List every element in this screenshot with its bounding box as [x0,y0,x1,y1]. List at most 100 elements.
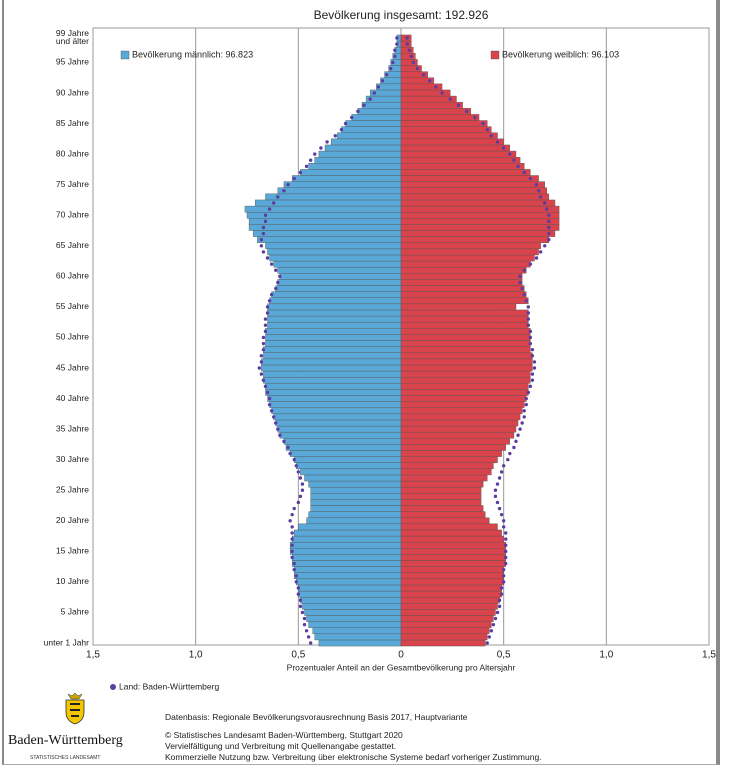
reference-dot [278,433,282,437]
bar [265,340,402,347]
bar [400,364,533,372]
reference-dot [259,237,264,242]
bar [400,456,498,463]
bar [400,389,529,396]
reference-dot [333,134,337,138]
bar [267,321,402,329]
bar [273,260,402,268]
bar [400,395,527,402]
reference-dot [294,580,298,584]
bar [308,511,402,518]
bar [273,413,402,421]
y-tick-label: 55 Jahre [56,301,89,311]
reference-dot [304,164,309,169]
bar [400,615,494,622]
bar [400,126,492,133]
y-tick-label: 20 Jahre [56,515,89,525]
reference-dot [421,72,426,77]
reference-dot [300,610,305,615]
bar [294,456,402,463]
bar [337,132,402,140]
bar [400,266,527,274]
reference-dot [532,360,537,364]
x-tick-label: 1,0 [599,650,613,661]
x-tick-label: 0 [398,650,404,661]
bar [400,297,529,305]
bar [302,603,402,610]
bar [400,199,556,207]
bar [400,108,472,115]
bar [269,254,402,262]
bar [400,438,511,445]
reference-dot [339,127,344,132]
bar [271,291,402,298]
y-tick-label: 5 Jahre [61,607,90,617]
bar [400,450,502,457]
bar [400,273,523,280]
reference-dot [343,121,348,126]
reference-dot [290,512,294,517]
y-tick-label: 75 Jahre [56,179,89,189]
reference-dot [518,280,522,285]
reference-dot [350,115,354,120]
reference-dot [522,170,526,175]
reference-dot [491,622,496,627]
bar [271,407,402,415]
bar [400,328,531,335]
reference-dot [428,79,432,83]
bar [263,346,402,353]
x-axis-label: Prozentualer Anteil an der Gesamtbevölke… [287,662,516,672]
bar [400,541,506,549]
reference-dot [547,213,551,217]
reference-dot [405,36,409,40]
bar [400,474,488,482]
reference-dot [296,586,301,590]
bar [400,181,545,188]
reference-dot [534,256,539,260]
bar [400,248,539,256]
bar [400,279,523,286]
reference-dot [282,439,286,444]
bar [283,181,402,188]
bar [400,486,482,494]
bar [400,205,560,213]
reference-dot [325,140,329,144]
reference-dot [520,286,524,291]
bar [400,163,525,170]
bar [400,578,504,586]
bar [400,529,502,537]
reference-dot [294,574,298,578]
reference-dot [516,433,520,437]
bar [400,144,511,152]
bar [400,291,527,298]
bar [400,175,539,182]
reference-dot [393,54,397,59]
reference-dot [292,567,296,572]
reference-dot [440,91,444,95]
reference-dot [530,347,535,352]
reference-dot [296,500,301,505]
reference-dot [487,635,491,639]
reference-dot [522,409,526,413]
reference-dot [286,445,290,450]
reference-dot [497,476,502,480]
bar [400,285,525,292]
reference-dot [497,506,502,511]
reference-dot [319,146,323,150]
bar [277,425,402,433]
legend-label: Bevölkerung weiblich: 96.103 [502,49,619,59]
bar [291,560,402,567]
reference-dot [530,354,535,358]
bar [345,120,402,127]
reference-dot [524,402,528,407]
bar [400,101,463,109]
bar [341,126,402,133]
reference-dot [524,299,528,303]
bar [248,224,402,231]
bar [261,364,402,372]
bar [400,138,504,146]
bar [400,419,519,427]
bar [400,46,414,54]
source-note: Datenbasis: Regionale Bevölkerungsvoraus… [165,712,468,722]
bar [314,156,402,164]
